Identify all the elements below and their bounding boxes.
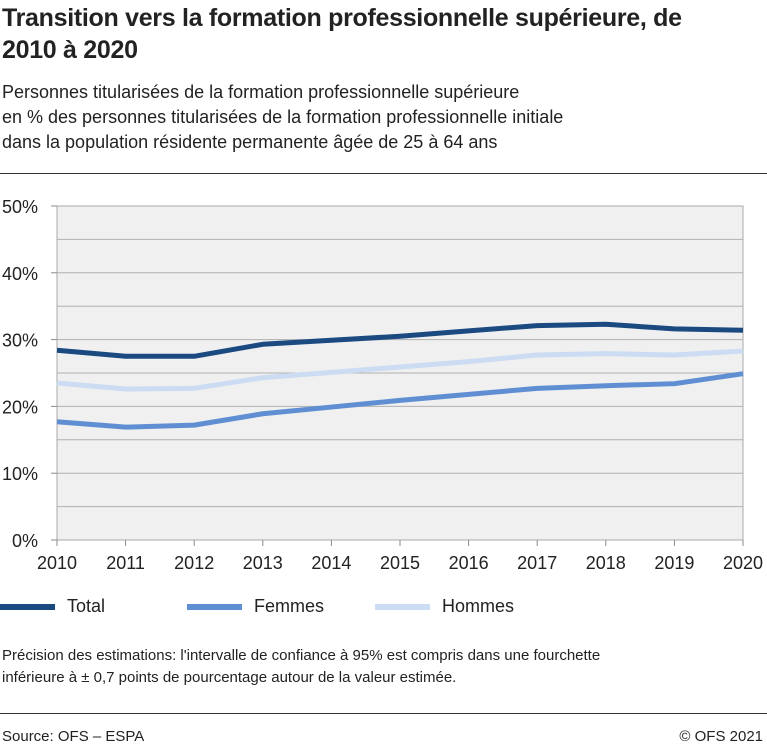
legend-label: Femmes [254,596,325,616]
x-tick-label: 2015 [380,553,420,573]
subtitle-line: Personnes titularisées de la formation p… [2,82,520,102]
legend-item-hommes: Hommes [375,596,514,617]
legend-swatch [0,603,55,610]
legend: Total Femmes Hommes [0,596,767,620]
legend-swatch [375,603,430,610]
y-tick-label: 30% [2,331,38,351]
footnote: Précision des estimations: l'intervalle … [2,645,762,689]
x-tick-label: 2019 [654,553,694,573]
x-tick-label: 2012 [174,553,214,573]
series-line-hommes [56,348,744,392]
x-tick-label: 2010 [37,553,77,573]
y-tick-label: 0% [12,531,38,551]
copyright: © OFS 2021 [679,728,763,745]
x-tick-label: 2014 [311,553,351,573]
footnote-line: inférieure à ± 0,7 points de pourcentage… [2,669,457,686]
chart-title: Transition vers la formation professionn… [2,4,682,64]
legend-swatch [187,603,242,610]
legend-item-femmes: Femmes [187,596,324,617]
chart-subtitle: Personnes titularisées de la formation p… [2,80,762,155]
x-tick-label: 2018 [586,553,626,573]
series-line-femmes [56,371,744,430]
legend-label: Total [67,596,106,616]
legend-item-total: Total [0,596,105,617]
y-tick-label: 50% [2,197,38,217]
y-tick-label: 40% [2,264,38,284]
x-tick-label: 2016 [449,553,489,573]
line-chart: 0% 10% 20% 30% 40% 50% 2010 2011 2012 2013 2014 201… [2,197,763,573]
y-tick-label: 10% [2,464,38,484]
x-tick-label: 2013 [243,553,283,573]
source: Source: OFS – ESPA [2,728,145,745]
divider [0,173,767,174]
y-tick-label: 20% [2,397,38,417]
x-tick-label: 2020 [723,553,763,573]
x-tick-label: 2011 [106,553,145,573]
footnote-line: Précision des estimations: l'intervalle … [2,647,601,664]
x-tick-label: 2017 [517,553,557,573]
series-line-total [56,321,744,359]
subtitle-line: en % des personnes titularisées de la fo… [2,107,564,127]
divider [0,713,767,714]
subtitle-line: dans la population résidente permanente … [2,132,498,152]
legend-label: Hommes [442,596,515,616]
